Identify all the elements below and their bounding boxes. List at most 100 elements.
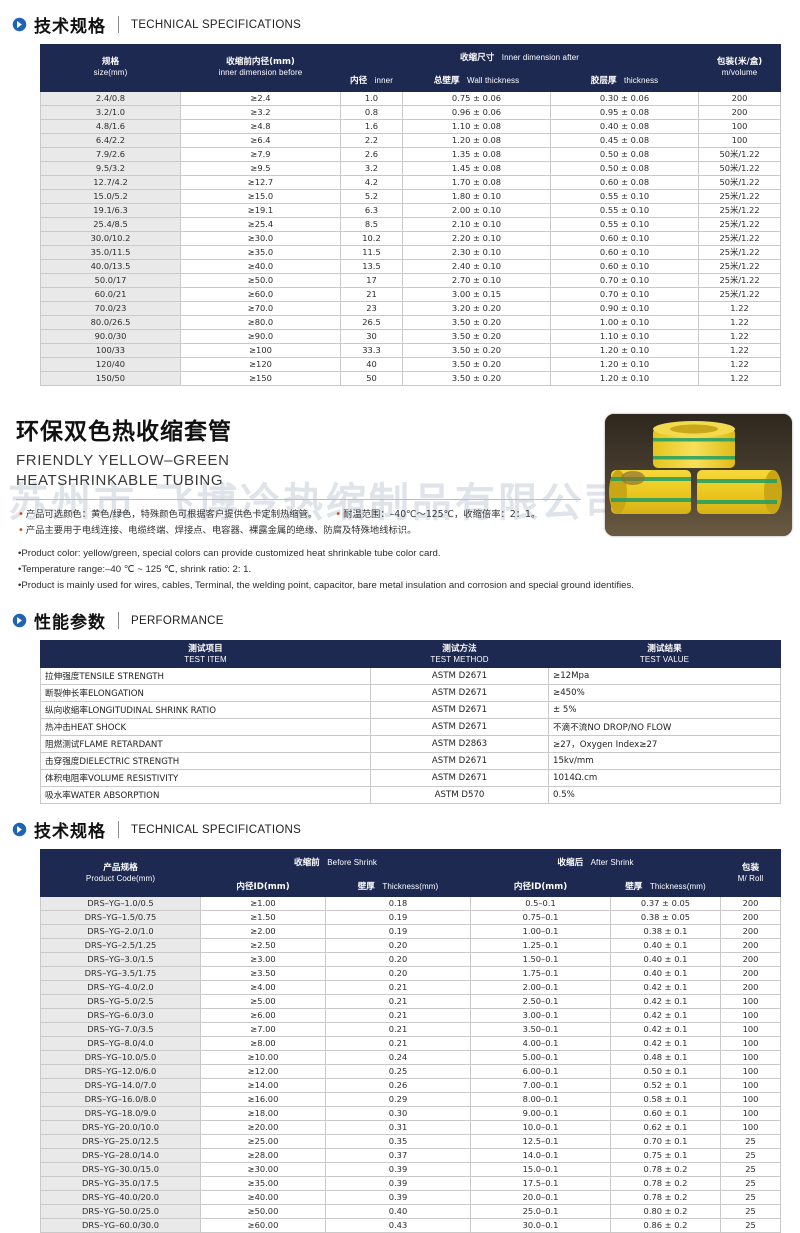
table-row: DRS–YG–20.0/10.0 ≥20.00 0.31 10.0–0.1 0.62 ±…: [40, 1120, 781, 1136]
table-cell: 40.0/13.5: [40, 258, 181, 274]
table-cell: ≥9.5: [180, 160, 341, 176]
table-cell: 0.55 ± 0.10: [549, 188, 700, 204]
table-cell: 1.75–0.1: [470, 966, 611, 982]
th-glue-en: thickness: [624, 76, 659, 86]
bullet-en-2: •Temperature range:–40 ℃ ~ 125 ℃, shrink…: [18, 562, 800, 578]
th-pack-cn: 包装(米/盒): [716, 57, 763, 68]
table-row: 热冲击HEAT SHOCK ASTM D2671 不滴不流NO DROP/NO FL…: [40, 718, 781, 737]
th-inner-cn: 内径: [350, 76, 368, 87]
bullet-cn-2: • 耐温范围：–40℃～125℃，收缩倍率：2：1。: [335, 507, 540, 523]
table-row: 4.8/1.6 ≥4.8 1.6 1.10 ± 0.08 0.40 ± 0.08 100: [40, 118, 782, 134]
table-cell: 13.5: [340, 258, 403, 274]
table-row: 阻燃测试FLAME RETARDANT ASTM D2863 ≥27，Oxygen …: [40, 735, 781, 754]
th-packaging: 包装 M/ Roll: [720, 849, 781, 898]
table-cell: ≥35.0: [180, 244, 341, 260]
table-row: DRS–YG–30.0/15.0 ≥30.00 0.39 15.0–0.1 0.78 ±…: [40, 1162, 781, 1178]
table-cell: ≥3.50: [200, 966, 326, 982]
tech-spec-table-2: 产品规格 Product Code(mm) 收缩前 Before Shrink …: [40, 849, 781, 1233]
table-cell: 0.48 ± 0.1: [610, 1050, 721, 1066]
th-after-shrink-group: 收缩尺寸 Inner dimension after: [339, 43, 700, 69]
th-size: 规格 size(mm): [40, 44, 181, 92]
th-bid-cn: 内径ID(mm): [236, 881, 290, 892]
table-cell: 0.40 ± 0.08: [549, 118, 700, 134]
section-title-en: TECHNICAL SPECIFICATIONS: [131, 18, 302, 31]
table-cell: 热冲击HEAT SHOCK: [40, 718, 371, 737]
table-cell: ASTM D2671: [370, 752, 549, 771]
divider: [118, 821, 119, 839]
table-cell: 25: [720, 1176, 781, 1192]
table-cell: 100: [720, 1008, 781, 1024]
table-cell: 5.00–0.1: [470, 1050, 611, 1066]
table-cell: 0.39: [325, 1176, 471, 1192]
table-cell: 17: [340, 272, 403, 288]
table-subheader-row: 内径 inner 总壁厚 Wall thickness 胶层厚 thicknes…: [41, 67, 781, 92]
table-cell: 21: [340, 286, 403, 302]
table-cell: 3.00–0.1: [470, 1008, 611, 1024]
table-cell: 8.5: [340, 216, 403, 232]
table-row: DRS–YG–2.5/1.25 ≥2.50 0.20 1.25–0.1 0.40 ± 0…: [40, 938, 781, 954]
table-cell: 3.50 ± 0.20: [402, 328, 551, 344]
table-row: DRS–YG–40.0/20.0 ≥40.00 0.39 20.0–0.1 0.78 ±…: [40, 1190, 781, 1206]
table-cell: 100: [720, 994, 781, 1010]
table-cell: 9.00–0.1: [470, 1106, 611, 1122]
table-cell: DRS–YG–5.0/2.5: [40, 994, 201, 1010]
table-cell: 2.50–0.1: [470, 994, 611, 1010]
table-cell: ≥27，Oxygen Index≥27: [548, 735, 781, 754]
table-cell: 0.50 ± 0.08: [549, 160, 700, 176]
arrow-circle-right-icon: [12, 823, 27, 837]
table-cell: 0.78 ± 0.2: [610, 1176, 721, 1192]
table-cell: 0.70 ± 0.1: [610, 1134, 721, 1150]
table-cell: 25米/1.22: [698, 230, 782, 246]
divider: [118, 612, 119, 630]
table-cell: ≥16.00: [200, 1092, 326, 1108]
bullet-cn-3: • 产品主要用于电线连接、电缆终端、焊接点、电容器、裸露金属的绝缘、防腐及特殊地线…: [18, 523, 800, 539]
table-cell: 0.20: [325, 952, 471, 968]
table-cell: ≥15.0: [180, 188, 341, 204]
table-cell: 0.25: [325, 1064, 471, 1080]
bullet-cn-3-text: 产品主要用于电线连接、电缆终端、焊接点、电容器、裸露金属的绝缘、防腐及特殊地线标…: [25, 525, 417, 537]
th-pack-cn: 包装: [741, 862, 760, 873]
table-cell: 20.0–0.1: [470, 1190, 611, 1206]
table-cell: 100: [720, 1078, 781, 1094]
table-row: 3.2/1.0 ≥3.2 0.8 0.96 ± 0.06 0.95 ± 0.08 200: [40, 104, 782, 120]
table-cell: 0.70 ± 0.10: [549, 272, 700, 288]
table-cell: 50米/1.22: [698, 174, 782, 190]
bullet-dot-icon: •: [18, 580, 22, 592]
table-cell: 1.00–0.1: [470, 924, 611, 940]
table-cell: 体积电阻率VOLUME RESISTIVITY: [40, 769, 371, 788]
datasheet-page: 苏州市 飞博冷热缩制品有限公司 技术规格 TECHNICAL SPECIFICA…: [8, 16, 800, 1233]
table-cell: ≥70.0: [180, 300, 341, 316]
bullet-dot-icon: •: [335, 509, 342, 521]
table-cell: 12.7/4.2: [40, 174, 181, 190]
table-cell: 0.52 ± 0.1: [610, 1078, 721, 1094]
th-pack-en: m/volume: [721, 68, 758, 78]
table-cell: 3.20 ± 0.20: [402, 300, 551, 316]
table-cell: 0.60 ± 0.08: [549, 174, 700, 190]
table-cell: 1.70 ± 0.08: [402, 174, 551, 190]
table-row: 90.0/30 ≥90.0 30 3.50 ± 0.20 1.10 ± 0.10 1.22: [40, 328, 782, 344]
table-row: 6.4/2.2 ≥6.4 2.2 1.20 ± 0.08 0.45 ± 0.08 100: [40, 132, 782, 148]
table-cell: 0.38 ± 0.05: [610, 910, 721, 926]
th-before-cn: 收缩前: [293, 858, 320, 869]
table-row: DRS–YG–2.0/1.0 ≥2.00 0.19 1.00–0.1 0.38 ± 0.…: [40, 924, 781, 940]
table-cell: 1.22: [698, 342, 782, 358]
table-cell: 0.21: [325, 1022, 471, 1038]
table-cell: 70.0/23: [40, 300, 181, 316]
table-cell: 100: [720, 1050, 781, 1066]
tech-spec-table-1-body: 2.4/0.8 ≥2.4 1.0 0.75 ± 0.06 0.30 ± 0.06 200 3…: [40, 90, 782, 386]
table-cell: 0.5%: [548, 786, 781, 805]
th-after-thickness: 壁厚 Thickness(mm): [610, 872, 721, 898]
th-before-en: Before Shrink: [327, 858, 378, 868]
table-cell: 33.3: [340, 342, 403, 358]
th-after-inner-diameter: 内径ID(mm): [470, 872, 611, 898]
table-cell: 0.90 ± 0.10: [549, 300, 700, 316]
table-cell: 0.42 ± 0.1: [610, 994, 721, 1010]
th-ath-en: Thickness(mm): [649, 881, 706, 891]
table-cell: 0.8: [340, 104, 403, 120]
table-row: DRS–YG–28.0/14.0 ≥28.00 0.37 14.0–0.1 0.75 ±…: [40, 1148, 781, 1164]
table-cell: 0.31: [325, 1120, 471, 1136]
table-cell: 100: [720, 1036, 781, 1052]
th-test-method-cn: 测试方法: [442, 644, 477, 655]
table-row: 30.0/10.2 ≥30.0 10.2 2.20 ± 0.10 0.60 ± 0.10…: [40, 230, 782, 246]
table-row: 150/50 ≥150 50 3.50 ± 0.20 1.20 ± 0.10 1.22: [40, 370, 782, 386]
